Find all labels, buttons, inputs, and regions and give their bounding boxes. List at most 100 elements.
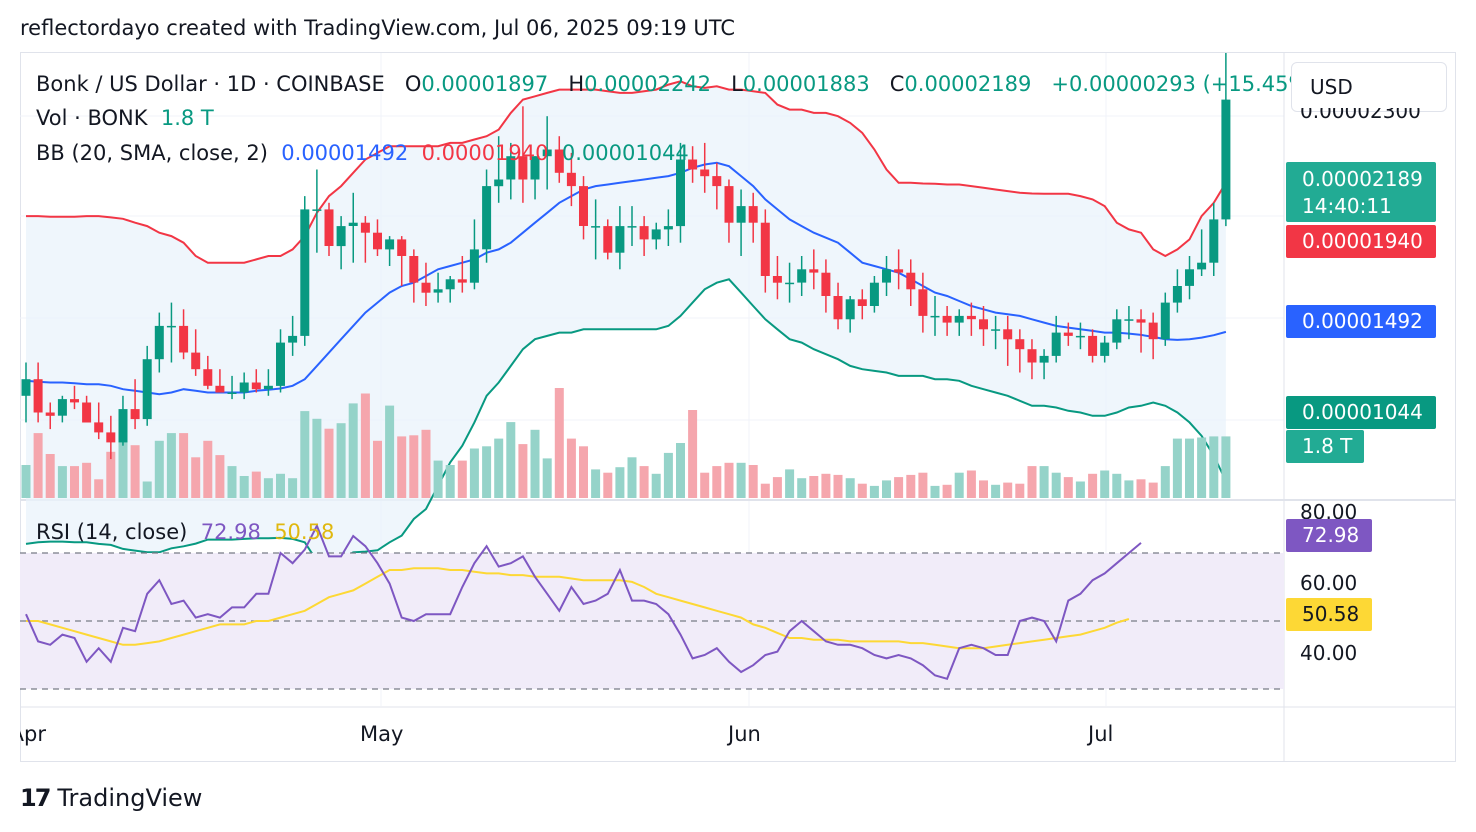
volume-bar [421, 429, 431, 498]
candle [1124, 306, 1134, 340]
volume-bar [227, 466, 237, 498]
candle [142, 345, 152, 426]
candle [1015, 329, 1025, 373]
volume-bar [21, 465, 31, 498]
volume-bar [554, 388, 564, 498]
candle-body [179, 325, 189, 353]
volume-bar [506, 422, 516, 498]
volume-bar [566, 438, 576, 498]
tradingview-logo-text: TradingView [57, 784, 203, 812]
candle [191, 329, 201, 376]
candle [227, 375, 237, 400]
legend-volume[interactable]: Vol · BONK 1.8 T [36, 106, 214, 130]
candle [821, 259, 831, 313]
candle [166, 302, 176, 363]
candle-body [1039, 355, 1049, 363]
legend-bollinger[interactable]: BB (20, SMA, close, 2) 0.00001492 0.0000… [36, 141, 689, 165]
candle-body [736, 206, 746, 223]
candle-body [772, 276, 782, 283]
candle [482, 169, 492, 263]
candle-body [203, 369, 213, 386]
volume-bar [70, 466, 79, 498]
volume-bar [324, 428, 334, 498]
volume-label: Vol · BONK [36, 106, 148, 130]
legend-rsi[interactable]: RSI (14, close) 72.98 50.58 [36, 520, 334, 544]
volume-bar [1172, 438, 1182, 498]
volume-bar [300, 411, 310, 498]
tradingview-logo[interactable]: 17 TradingView [20, 784, 202, 812]
volume-bar [651, 473, 661, 498]
candle [445, 276, 455, 303]
volume-bar [239, 476, 249, 498]
volume-bar [894, 477, 904, 498]
close-value: 0.00002189 [904, 72, 1032, 96]
candle-body [942, 315, 952, 323]
volume-bar [1063, 477, 1073, 498]
rsi-scale-label-60: 60.00 [1300, 571, 1358, 595]
volume-bar [991, 484, 1001, 498]
volume-bar [33, 433, 43, 498]
volume-bar [1197, 437, 1207, 498]
candle-body [360, 222, 370, 233]
volume-bar [857, 483, 867, 498]
volume-bar [469, 448, 479, 498]
candle-body [118, 409, 128, 443]
candle-body [1063, 332, 1073, 336]
bb-upper-tag: 0.00001940 [1286, 225, 1436, 258]
candle [348, 192, 358, 263]
candle [785, 262, 795, 303]
candle [276, 329, 285, 393]
rsi-ma-line [26, 567, 1130, 650]
candle [203, 355, 213, 390]
candle [179, 309, 189, 360]
candle-body [94, 422, 104, 433]
candle-body [542, 149, 552, 157]
candle-body [130, 409, 140, 420]
candle [712, 162, 722, 210]
candle [991, 315, 1001, 350]
volume-bar [154, 440, 164, 498]
candle-body [518, 156, 528, 180]
volume-bar [263, 478, 273, 498]
symbol-label[interactable]: Bonk / US Dollar · 1D · COINBASE [36, 72, 385, 96]
candle-body [409, 256, 419, 283]
candle [154, 312, 164, 373]
candle [300, 196, 310, 346]
candle-body [215, 385, 225, 393]
candle [857, 289, 867, 320]
volume-bar [106, 451, 116, 498]
volume-bar [1160, 466, 1170, 498]
candle [45, 402, 55, 430]
volume-bar [700, 472, 710, 498]
currency-button[interactable]: USD [1291, 62, 1447, 112]
candle-body [263, 385, 273, 390]
rsi-label: RSI (14, close) [36, 520, 188, 544]
candle [457, 256, 467, 293]
candle-body [191, 352, 201, 370]
open-value: 0.00001897 [421, 72, 549, 96]
candle-body [724, 186, 734, 223]
candle [724, 179, 734, 243]
candle [1160, 292, 1170, 346]
volume-bar [530, 429, 540, 498]
candle-body [324, 209, 334, 246]
candle-body [954, 315, 964, 323]
candle-body [566, 172, 576, 187]
candle-body [276, 342, 285, 386]
candle-body [1015, 339, 1025, 350]
candle [979, 306, 988, 346]
candle-body [1185, 269, 1194, 286]
candle [1051, 315, 1061, 363]
candle-body [251, 382, 261, 390]
candle [1039, 349, 1049, 380]
candle [373, 219, 382, 256]
chart-frame [20, 52, 1456, 762]
candle-body [833, 296, 843, 320]
candle-body [385, 239, 395, 250]
candle [651, 222, 661, 250]
candle [663, 209, 673, 246]
candle-body [966, 315, 976, 320]
candle [1172, 269, 1182, 313]
rsi-pane [20, 523, 1284, 690]
